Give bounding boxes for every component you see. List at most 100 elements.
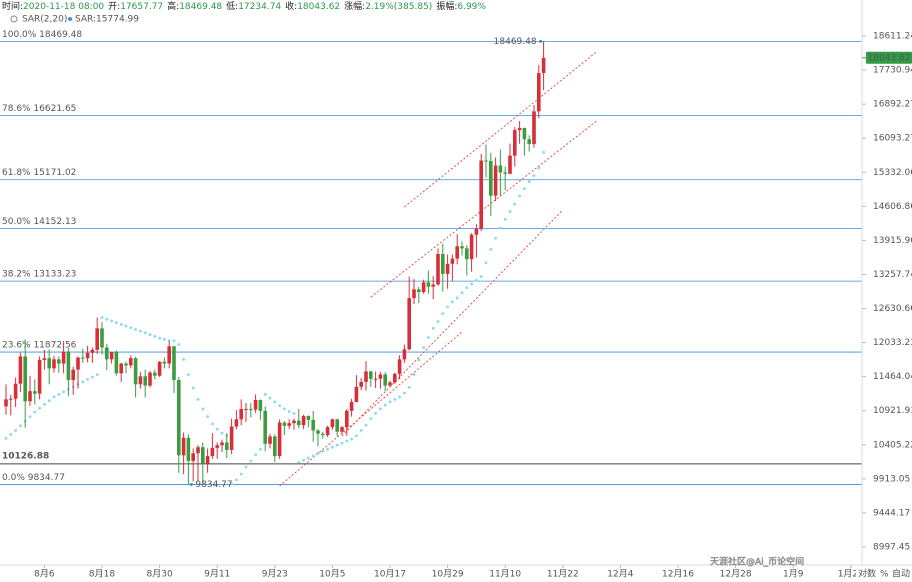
candle-body (57, 359, 61, 364)
candle-body (186, 437, 191, 461)
candle-body (393, 373, 397, 383)
low-marker (189, 482, 193, 486)
candle-body (277, 422, 282, 457)
candle-body (282, 422, 287, 426)
y-tick-label: 13257.74 (873, 270, 912, 280)
fib-label: 23.6% 11872.56 (2, 341, 77, 351)
candle-body (441, 253, 445, 274)
candle-body (527, 139, 531, 145)
sar-dot (542, 150, 545, 154)
y-tick-label: 10921.91 (873, 406, 912, 416)
header-value: 2020-11-18 08:00 (23, 2, 104, 12)
y-tick-label: 14606.86 (873, 202, 912, 212)
header-label: 涨幅: (344, 0, 365, 12)
candle-body (177, 379, 181, 456)
control-button[interactable]: 对数 (858, 568, 876, 580)
candle-body (349, 401, 354, 411)
header-label: 高: (167, 0, 179, 12)
sar-dot (172, 339, 176, 343)
sar-dot (359, 429, 363, 432)
candle-body (143, 376, 147, 386)
legend-marker (10, 15, 18, 23)
sar-dot (302, 458, 305, 462)
sar-dot (537, 166, 541, 170)
sar-dot (465, 286, 469, 290)
sar-dot (431, 326, 435, 330)
candle-body (431, 284, 435, 287)
y-tick-label: 17730.94 (873, 66, 912, 76)
sar-dot (196, 397, 200, 401)
candle-body (325, 427, 330, 436)
level-label: 10126.88 (2, 451, 49, 461)
candle-body (28, 391, 32, 402)
sar-dot (230, 482, 234, 486)
candle-body (196, 447, 200, 454)
sar-dot (148, 333, 152, 337)
candle-body (220, 442, 224, 446)
sar-dot (475, 278, 478, 282)
candle-body (287, 423, 291, 426)
x-tick-label: 12月16 (662, 569, 694, 580)
candle-body (181, 437, 186, 456)
header-label: 收: (285, 0, 297, 12)
sar-dot (316, 451, 320, 455)
sar-dot (446, 305, 449, 309)
header-label: 开: (108, 1, 120, 12)
sar-dot (383, 403, 387, 407)
header-value: 17657.77 (120, 2, 163, 12)
sar-dot (134, 328, 138, 331)
sar-dot (470, 282, 473, 286)
sar-dot (273, 400, 277, 404)
candle-body (340, 427, 344, 432)
candle-body (321, 433, 325, 436)
sar-dot (379, 407, 382, 411)
candle-body (465, 248, 469, 260)
candle-body (191, 453, 195, 461)
y-tick-label: 13915.96 (873, 236, 912, 246)
candle-body (90, 349, 95, 353)
candle-body (364, 371, 368, 382)
sar-dot (177, 343, 181, 346)
sar-dot (287, 410, 291, 413)
candle-body (537, 73, 541, 112)
control-button[interactable]: % (880, 570, 889, 580)
sar-dot (115, 321, 118, 325)
sar-dot (215, 427, 219, 431)
candle-body (100, 328, 104, 348)
sar-dot (91, 375, 94, 379)
candle-body (402, 349, 407, 360)
sar-dot (187, 373, 190, 376)
sar-dot (167, 339, 171, 342)
candle-body (474, 228, 479, 235)
candle-body (52, 359, 56, 369)
sar-dot (153, 335, 157, 338)
sar-dot (499, 226, 502, 230)
sar-dot (52, 395, 56, 399)
sar-dot (220, 431, 224, 435)
x-tick-label: 10月17 (374, 569, 406, 580)
x-tick-label: 1月21 (838, 569, 864, 580)
sar-dot (263, 392, 267, 396)
header-value: 6.99% (457, 2, 486, 12)
sar-dot (335, 443, 339, 447)
candle-body (508, 155, 512, 174)
last-price-tag (866, 51, 912, 64)
fib-label: 38.2% 13133.23 (2, 270, 76, 280)
fib-label: 50.0% 14152.13 (2, 217, 76, 227)
candle-body (450, 258, 455, 264)
sar-dot (244, 465, 248, 469)
sar-dot (403, 391, 406, 395)
candle-body (297, 420, 301, 426)
sar-dot (239, 472, 243, 476)
x-tick-label: 11月10 (489, 569, 521, 580)
sar-dot (191, 386, 195, 390)
candle-body (162, 361, 167, 364)
sar-dot (479, 275, 483, 278)
x-tick-label: 9月11 (204, 569, 230, 580)
candle-body (201, 447, 205, 464)
control-button[interactable]: 自动 (892, 568, 910, 580)
candle-body (119, 363, 123, 374)
candle-body (114, 352, 119, 374)
sar-dot (129, 326, 133, 330)
